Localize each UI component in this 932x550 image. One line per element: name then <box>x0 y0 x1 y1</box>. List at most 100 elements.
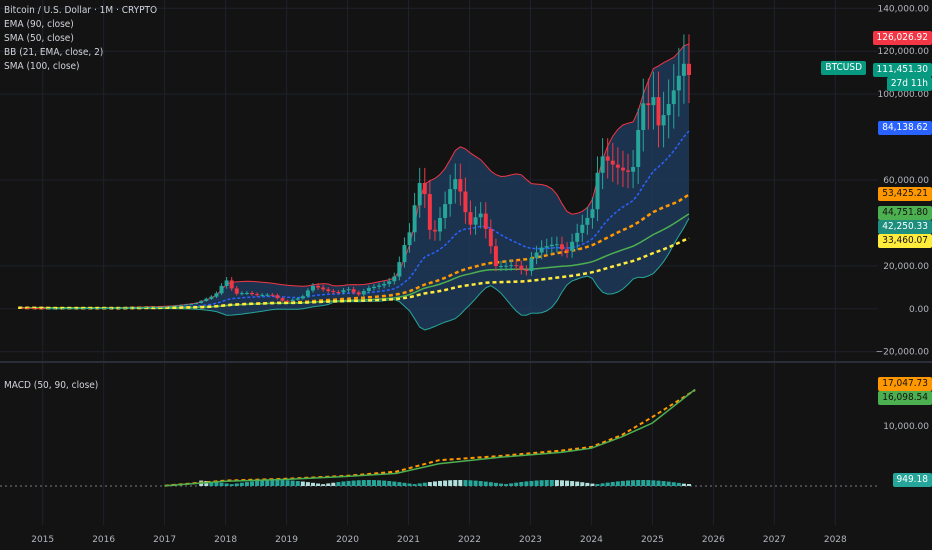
candle-body-132 <box>686 63 691 75</box>
x-tick-label-12: 2027 <box>763 535 786 545</box>
y-tick-label-3: 60,000.00 <box>883 176 929 186</box>
macd-histogram-bar <box>605 482 610 486</box>
macd-histogram-bar <box>686 484 691 486</box>
candle-body-11 <box>72 308 77 310</box>
macd-tag-2: 949.18 <box>892 473 932 488</box>
macd-histogram-bar <box>626 480 631 486</box>
macd-histogram-bar <box>641 480 646 486</box>
macd-histogram-bar <box>265 480 270 486</box>
candle-body-120 <box>626 170 631 172</box>
time-axis[interactable]: 2015 2016 2017 2018 2019 2020 2021 2022 2023 2024… <box>31 535 847 545</box>
candle-body-22 <box>128 307 133 309</box>
candle-body-12 <box>77 308 82 310</box>
macd-histogram-bar <box>529 480 534 486</box>
candle-body-86 <box>453 179 458 190</box>
candle-body-114 <box>595 172 600 210</box>
price-tag-3: 84,138.62 <box>878 121 932 136</box>
candle-body-58 <box>310 285 315 291</box>
macd-histogram-bar <box>620 480 625 486</box>
macd-histogram-bar <box>224 483 229 486</box>
macd-histogram-bar <box>356 480 361 486</box>
candle-body-46 <box>250 292 255 295</box>
legend-sma100[interactable]: SMA (100, close) <box>4 61 80 72</box>
candle-body-41 <box>224 280 229 286</box>
candle-body-89 <box>468 212 473 225</box>
price-tag-2: 27d 11h <box>886 76 932 91</box>
candle-body-101 <box>529 258 534 272</box>
macd-histogram-bar <box>204 480 209 486</box>
macd-histogram-bar <box>377 480 382 486</box>
macd-histogram-bar <box>509 483 514 486</box>
candle-body-121 <box>631 166 636 172</box>
x-tick-label-5: 2020 <box>336 535 359 545</box>
y-tick-label-5: 120,000.00 <box>877 47 929 57</box>
macd-histogram-bar <box>438 480 443 486</box>
candle-body-21 <box>122 307 127 309</box>
candle-body-94 <box>493 246 498 267</box>
macd-legend[interactable]: MACD (50, 90, close) <box>4 380 99 391</box>
candle-body-93 <box>488 228 493 247</box>
macd-histogram-bar <box>326 483 331 486</box>
candle-body-96 <box>504 265 509 267</box>
candle-body-119 <box>620 167 625 171</box>
candle-body-88 <box>463 191 468 213</box>
candle-body-36 <box>199 300 204 303</box>
candle-body-71 <box>377 285 382 287</box>
macd-histogram-bar <box>417 483 422 486</box>
candle-body-84 <box>443 204 448 218</box>
macd-histogram-bar <box>214 482 219 486</box>
macd-histogram-bar <box>539 480 544 486</box>
candle-body-131 <box>681 63 686 76</box>
macd-histogram-bar <box>300 481 305 486</box>
legend-bb[interactable]: BB (21, EMA, close, 2) <box>4 47 104 58</box>
candle-body-122 <box>636 129 641 167</box>
candle-body-118 <box>615 164 620 168</box>
legend-ema90[interactable]: EMA (90, close) <box>4 19 74 30</box>
macd-histogram-bar <box>549 480 554 486</box>
candle-body-79 <box>417 182 422 206</box>
candle-body-68 <box>361 291 366 295</box>
candle-body-73 <box>387 281 392 284</box>
x-tick-label-7: 2022 <box>458 535 481 545</box>
candle-body-27 <box>153 306 158 308</box>
macd-histogram-bar <box>651 480 656 486</box>
macd-histogram-bar <box>458 480 463 486</box>
candle-body-112 <box>585 217 590 225</box>
candle-body-62 <box>331 291 336 293</box>
candle-body-31 <box>173 305 178 307</box>
macd-histogram-bar <box>671 482 676 486</box>
macd-histogram-bar <box>382 480 387 486</box>
price-tag-0: 126,026.92 <box>872 31 932 46</box>
macd-histogram-bar <box>239 482 244 486</box>
candle-body-81 <box>427 194 432 230</box>
price-axis[interactable]: −20,000.00 0.00 20,000.00 60,000.00 100,000.… <box>876 4 930 432</box>
price-tag-5: 44,751.80 <box>878 205 932 220</box>
candle-body-44 <box>239 293 244 295</box>
candle-body-10 <box>67 308 72 310</box>
macd-histogram-bar <box>488 482 493 486</box>
macd-histogram-bar <box>524 481 529 486</box>
x-tick-label-6: 2021 <box>397 535 420 545</box>
candle-body-18 <box>107 307 112 309</box>
macd-y-tick-label-0: 10,000.00 <box>883 422 929 432</box>
candle-body-25 <box>143 307 148 309</box>
legend-sma50[interactable]: SMA (50, close) <box>4 33 74 44</box>
candle-body-54 <box>290 299 295 302</box>
candle-body-106 <box>554 244 559 246</box>
candle-body-126 <box>656 97 661 126</box>
y-tick-label-1: 0.00 <box>909 305 929 315</box>
x-tick-label-9: 2024 <box>580 535 603 545</box>
candle-body-49 <box>265 294 270 296</box>
candle-body-69 <box>366 288 371 292</box>
macd-histogram-bar <box>250 481 255 486</box>
candle-body-38 <box>209 296 214 299</box>
candle-body-42 <box>229 280 234 289</box>
candle-body-95 <box>498 265 503 267</box>
candle-body-90 <box>473 217 478 225</box>
candle-body-98 <box>514 265 519 267</box>
x-tick-label-1: 2016 <box>92 535 115 545</box>
candle-body-34 <box>189 303 194 305</box>
candle-body-77 <box>407 232 412 246</box>
symbol-title[interactable]: Bitcoin / U.S. Dollar · 1M · CRYPTO <box>4 5 158 16</box>
